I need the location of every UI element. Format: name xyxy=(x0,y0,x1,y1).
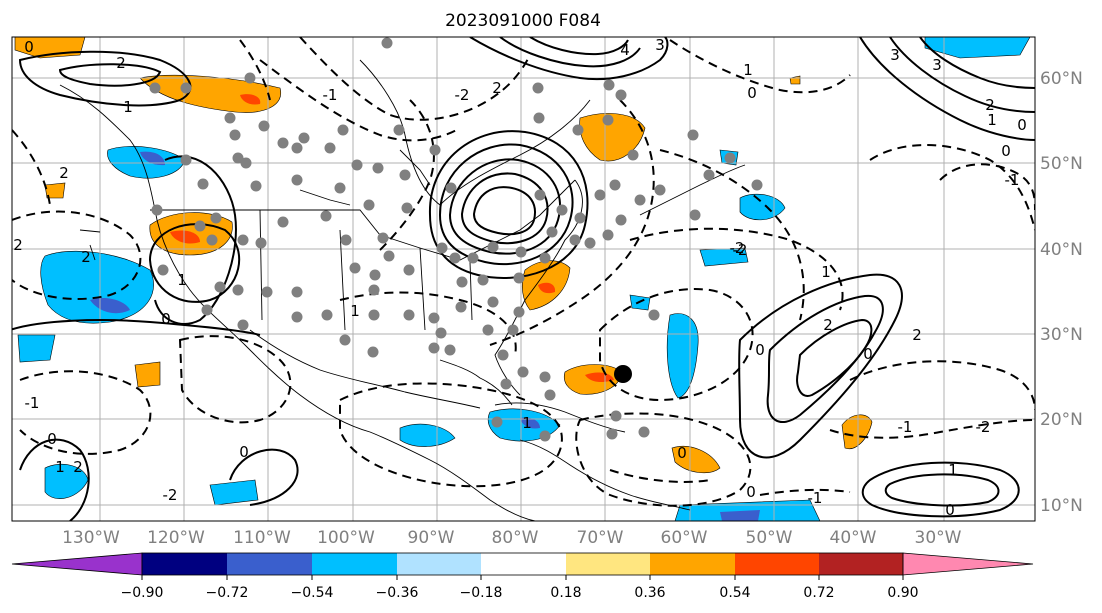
lon-tick-label: 120°W xyxy=(147,528,205,548)
contour-label: 3 xyxy=(655,36,665,54)
contour-label: 0 xyxy=(1001,142,1011,160)
lon-tick-label: 40°W xyxy=(830,528,877,548)
contour-label: -2 xyxy=(163,486,178,504)
lat-tick-label: 50°N xyxy=(1040,154,1083,174)
lat-tick-label: 20°N xyxy=(1040,410,1083,430)
colorbar-tick-label: 0.18 xyxy=(550,585,581,601)
colorbar-min-extension xyxy=(11,552,143,576)
contour-label: 1 xyxy=(821,263,831,281)
lat-tick-label: 10°N xyxy=(1040,496,1083,516)
contour-label: -2 xyxy=(733,241,748,259)
contour-label: -2 xyxy=(976,418,991,436)
contour-label: -2 xyxy=(455,86,470,104)
contour-label: 2 xyxy=(81,248,91,266)
colorbar-tick-label: −0.36 xyxy=(376,585,419,601)
lon-tick-label: 80°W xyxy=(492,528,539,548)
colorbar-segment xyxy=(566,553,650,575)
contour-label: 1 xyxy=(987,111,997,129)
colorbar-segment xyxy=(650,553,735,575)
contour-label: 1 xyxy=(123,98,133,116)
colorbar-max-extension xyxy=(902,552,1034,576)
lon-tick-label: 130°W xyxy=(62,528,120,548)
lon-tick-label: 110°W xyxy=(233,528,291,548)
observation-markers xyxy=(149,37,763,442)
lon-tick-label: 90°W xyxy=(408,528,455,548)
map-title: 2023091000 F084 xyxy=(445,11,601,31)
lat-tick-label: 30°N xyxy=(1040,325,1083,345)
contour-label: 1 xyxy=(177,271,187,289)
colorbar-tick-label: −0.72 xyxy=(206,585,249,601)
colorbar-tick-label: 0.72 xyxy=(803,585,834,601)
contour-label: -1 xyxy=(25,394,40,412)
contour-label: 0 xyxy=(47,430,57,448)
contour-label: 1 xyxy=(55,458,65,476)
colorbar-tick-label: −0.54 xyxy=(291,585,334,601)
colorbar-tick-label: 0.36 xyxy=(634,585,665,601)
contour-label: 0 xyxy=(239,443,249,461)
contour-label: 2 xyxy=(823,316,833,334)
contour-label: -1 xyxy=(808,489,823,507)
colorbar-tick-label: 0.54 xyxy=(719,585,750,601)
contour-label: 2 xyxy=(73,458,83,476)
contour-label: 1 xyxy=(350,302,360,320)
colorbar-segment xyxy=(142,553,227,575)
map-panel: 0 2 2 1 1 2 0 -2 2 4 3 3 1 0 0 3 2 1 0 -… xyxy=(11,21,1036,522)
contour-label: -2 xyxy=(730,239,745,257)
lon-tick-label: 60°W xyxy=(661,528,708,548)
contour-label: 0 xyxy=(161,310,171,328)
contour-label: 0 xyxy=(677,444,687,462)
contour-label: 0 xyxy=(863,345,873,363)
lon-tick-label: 70°W xyxy=(577,528,624,548)
latitude-labels: 60°N 50°N 40°N 30°N 20°N 10°N xyxy=(1040,69,1083,516)
colorbar-tick-label: 0.90 xyxy=(887,585,918,601)
contour-label: 0 xyxy=(24,38,34,56)
contour-label: 2 xyxy=(985,96,995,114)
contour-label: -1 xyxy=(323,86,338,104)
contour-label: 0 xyxy=(746,483,756,501)
contour-label: -1 xyxy=(1005,171,1020,189)
lon-tick-label: 30°W xyxy=(915,528,962,548)
contour-label: 0 xyxy=(945,501,955,519)
colorbar-tick-label: −0.90 xyxy=(121,585,164,601)
colorbar-segment xyxy=(227,553,312,575)
contour-label: 0 xyxy=(1017,116,1027,134)
contour-label: 4 xyxy=(620,41,630,59)
colorbar-segment xyxy=(481,553,566,575)
contour-label: 0 xyxy=(747,84,757,102)
contours-solid xyxy=(12,37,1035,521)
contour-label: 3 xyxy=(890,46,900,64)
contour-labels: 0 2 2 1 1 2 0 -2 2 4 3 3 1 0 0 3 2 1 0 -… xyxy=(13,21,1027,519)
colorbar-segment xyxy=(397,553,481,575)
contour-label: 2 xyxy=(912,326,922,344)
contour-label: 2 xyxy=(492,79,502,97)
colorbar-tick-label: −0.18 xyxy=(460,585,503,601)
contour-label: 2 xyxy=(13,236,23,254)
contour-label: 0 xyxy=(755,341,765,359)
contour-label: 3 xyxy=(932,56,942,74)
lon-tick-label: 100°W xyxy=(317,528,375,548)
contour-label: 2 xyxy=(59,164,69,182)
lat-tick-label: 40°N xyxy=(1040,240,1083,260)
contour-label: 2 xyxy=(116,54,126,72)
longitude-labels: 130°W 120°W 110°W 100°W 90°W 80°W 70°W 6… xyxy=(62,528,962,548)
lat-tick-label: 60°N xyxy=(1040,69,1083,89)
contour-label: -1 xyxy=(898,418,913,436)
storm-center-marker xyxy=(614,365,632,383)
contour-label: 1 xyxy=(522,414,532,432)
lon-tick-label: 50°W xyxy=(746,528,793,548)
contour-label: 1 xyxy=(948,461,958,479)
colorbar-segment xyxy=(312,553,397,575)
contour-label: 1 xyxy=(743,61,753,79)
colorbar-segment xyxy=(819,553,903,575)
colorbar: −0.90 −0.72 −0.54 −0.36 −0.18 0.18 0.36 … xyxy=(11,552,1034,601)
contour-label: -1 xyxy=(338,21,353,39)
colorbar-segment xyxy=(735,553,819,575)
